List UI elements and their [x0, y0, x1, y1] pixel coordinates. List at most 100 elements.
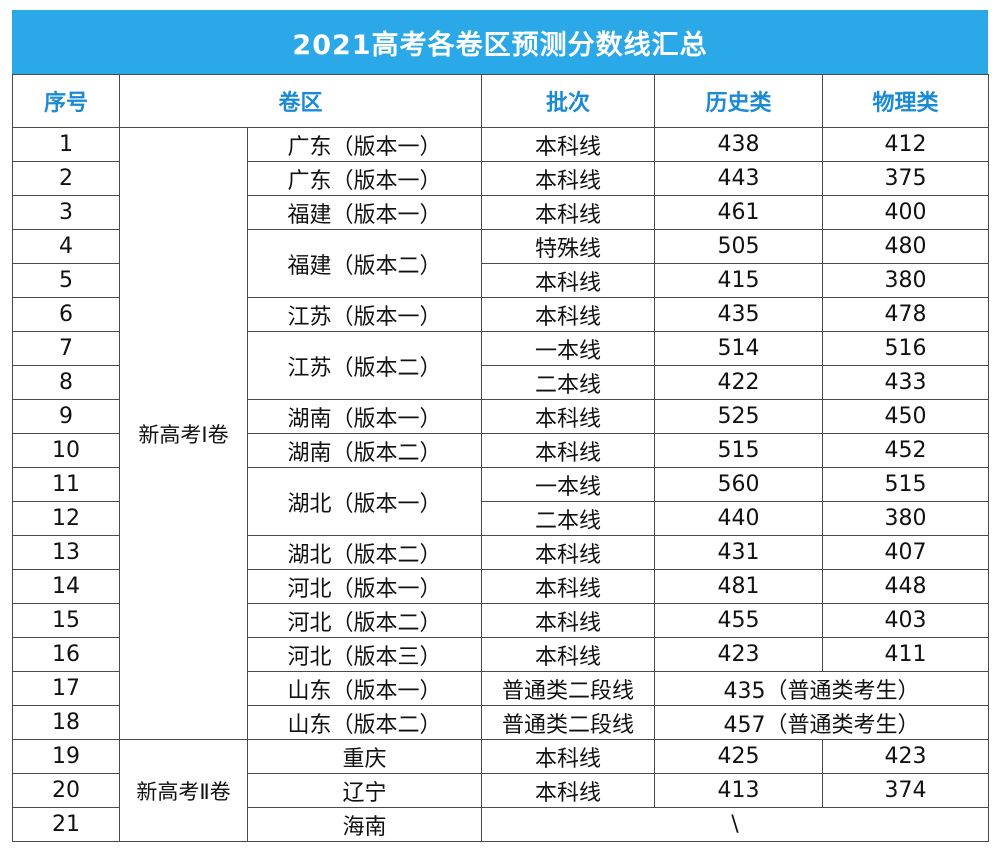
history-cell: 481 — [654, 569, 824, 604]
batch-cell: 本科线 — [481, 433, 656, 468]
batch-cell: 本科线 — [481, 195, 656, 230]
history-cell: 525 — [654, 399, 824, 434]
history-cell: 435 — [654, 297, 824, 332]
combined-score-cell: \ — [481, 807, 990, 842]
area-cell: 湖南（版本一） — [246, 399, 483, 434]
area-cell: 湖南（版本二） — [246, 433, 483, 468]
table-row: 4 福建（版本二） 特殊线 505 480 — [12, 229, 990, 298]
physics-cell: 380 — [822, 501, 990, 536]
table-row: 5 本科线 415 380 — [12, 263, 990, 298]
table-row: 12 二本线 440 380 — [12, 501, 990, 536]
seq-cell: 13 — [12, 535, 120, 570]
seq-cell: 17 — [12, 671, 120, 706]
seq-cell: 15 — [12, 603, 120, 638]
physics-cell: 407 — [822, 535, 990, 570]
table-row: 7 江苏（版本二） 一本线 514 516 — [12, 331, 990, 400]
batch-cell: 普通类二段线 — [481, 705, 656, 740]
header-seq: 序号 — [12, 74, 120, 128]
history-cell: 515 — [654, 433, 824, 468]
score-summary-document: 2021高考各卷区预测分数线汇总 序号 卷区 批次 历史类 物理类 1 新高考Ⅰ… — [12, 10, 990, 842]
seq-cell: 7 — [12, 331, 120, 366]
seq-cell: 16 — [12, 637, 120, 672]
area-cell: 广东（版本一） — [246, 127, 483, 162]
history-cell: 413 — [654, 773, 824, 808]
seq-cell: 12 — [12, 501, 120, 536]
area-cell: 辽宁 — [246, 773, 483, 808]
history-cell: 440 — [654, 501, 824, 536]
table-row: 13 湖北（版本二） 本科线 431 407 — [12, 535, 990, 570]
physics-cell: 375 — [822, 161, 990, 196]
physics-cell: 433 — [822, 365, 990, 400]
combined-score-cell: 435（普通类考生） — [654, 671, 990, 706]
seq-cell: 19 — [12, 739, 120, 774]
table-row: 21 海南 \ — [12, 807, 990, 842]
seq-cell: 14 — [12, 569, 120, 604]
physics-cell: 380 — [822, 263, 990, 298]
area-cell: 河北（版本一） — [246, 569, 483, 604]
area-cell: 山东（版本一） — [246, 671, 483, 706]
table-row: 11 湖北（版本一） 一本线 560 515 — [12, 467, 990, 536]
batch-cell: 普通类二段线 — [481, 671, 656, 706]
batch-cell: 本科线 — [481, 161, 656, 196]
batch-cell: 二本线 — [481, 501, 656, 536]
group-cell-new-gaokao-2: 新高考Ⅱ卷 — [119, 739, 248, 842]
batch-cell: 本科线 — [481, 773, 656, 808]
seq-cell: 20 — [12, 773, 120, 808]
physics-cell: 478 — [822, 297, 990, 332]
physics-cell: 448 — [822, 569, 990, 604]
history-cell: 425 — [654, 739, 824, 774]
batch-cell: 二本线 — [481, 365, 656, 400]
batch-cell: 一本线 — [481, 331, 656, 366]
physics-cell: 452 — [822, 433, 990, 468]
table-row: 16 河北（版本三） 本科线 423 411 — [12, 637, 990, 672]
header-physics: 物理类 — [822, 74, 990, 128]
history-cell: 431 — [654, 535, 824, 570]
table-row: 8 二本线 422 433 — [12, 365, 990, 400]
table-row: 9 湖南（版本一） 本科线 525 450 — [12, 399, 990, 434]
physics-cell: 403 — [822, 603, 990, 638]
seq-cell: 10 — [12, 433, 120, 468]
seq-cell: 2 — [12, 161, 120, 196]
physics-cell: 411 — [822, 637, 990, 672]
table-row: 14 河北（版本一） 本科线 481 448 — [12, 569, 990, 604]
table-row: 18 山东（版本二） 普通类二段线 457（普通类考生） — [12, 705, 990, 740]
physics-cell: 423 — [822, 739, 990, 774]
area-cell: 湖北（版本一） — [246, 467, 483, 536]
seq-cell: 8 — [12, 365, 120, 400]
seq-cell: 1 — [12, 127, 120, 162]
history-cell: 505 — [654, 229, 824, 264]
header-history: 历史类 — [654, 74, 824, 128]
history-cell: 443 — [654, 161, 824, 196]
physics-cell: 516 — [822, 331, 990, 366]
header-region: 卷区 — [118, 74, 483, 128]
header-batch: 批次 — [481, 74, 656, 128]
area-cell: 河北（版本三） — [246, 637, 483, 672]
group-cell-new-gaokao-1: 新高考Ⅰ卷 — [119, 127, 248, 740]
area-cell: 重庆 — [246, 739, 483, 774]
table-row: 19 新高考Ⅱ卷 重庆 本科线 425 423 — [12, 739, 990, 842]
seq-cell: 21 — [12, 807, 120, 842]
history-cell: 422 — [654, 365, 824, 400]
history-cell: 514 — [654, 331, 824, 366]
history-cell: 438 — [654, 127, 824, 162]
table-header-row: 序号 卷区 批次 历史类 物理类 — [12, 74, 990, 128]
batch-cell: 本科线 — [481, 127, 656, 162]
area-cell: 海南 — [246, 807, 483, 842]
area-cell: 山东（版本二） — [246, 705, 483, 740]
seq-cell: 9 — [12, 399, 120, 434]
batch-cell: 本科线 — [481, 263, 656, 298]
table-row: 10 湖南（版本二） 本科线 515 452 — [12, 433, 990, 468]
batch-cell: 本科线 — [481, 535, 656, 570]
physics-cell: 450 — [822, 399, 990, 434]
batch-cell: 一本线 — [481, 467, 656, 502]
seq-cell: 5 — [12, 263, 120, 298]
batch-cell: 本科线 — [481, 569, 656, 604]
seq-cell: 3 — [12, 195, 120, 230]
physics-cell: 374 — [822, 773, 990, 808]
history-cell: 455 — [654, 603, 824, 638]
table-row: 1 新高考Ⅰ卷 广东（版本一） 本科线 438 412 — [12, 127, 990, 740]
seq-cell: 6 — [12, 297, 120, 332]
area-cell: 广东（版本一） — [246, 161, 483, 196]
batch-cell: 本科线 — [481, 637, 656, 672]
area-cell: 湖北（版本二） — [246, 535, 483, 570]
